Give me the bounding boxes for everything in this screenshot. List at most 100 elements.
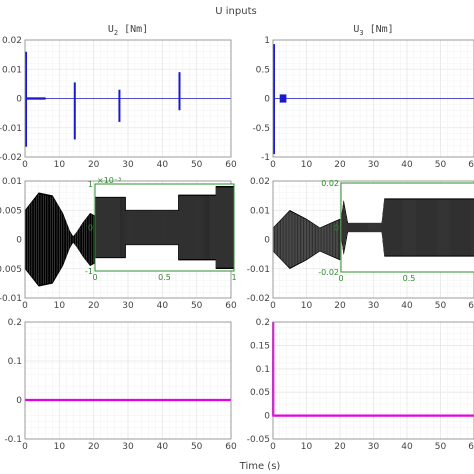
y-tick-label: 0 [264,95,270,105]
figure-title: U inputs [215,6,256,17]
x-tick-label: 30 [368,442,380,452]
x-tick-label: 50 [435,301,447,311]
x-tick-label: 50 [191,442,203,452]
inset-x-tick-label: 0 [92,273,97,282]
panel-title: U2 [Nm] [108,24,148,37]
y-tick-label: 0 [16,95,22,105]
x-tick-label: 0 [22,160,28,170]
inset-y-tick-label: 1 [88,180,93,189]
axes-frame [272,180,474,299]
x-tick-label: 20 [334,301,346,311]
x-tick-label: 10 [301,301,313,311]
x-tick-label: 30 [368,160,380,170]
x-tick-label: 60 [225,160,237,170]
x-tick-label: 40 [157,160,169,170]
x-tick-label: 10 [301,160,313,170]
x-tick-label: 0 [270,442,276,452]
x-tick-label: 40 [401,160,413,170]
panel-row2-right: 01020304050600.020.010-0.01-0.0200.510.0… [247,177,474,311]
signal-texture [273,211,340,268]
x-tick-label: 40 [401,301,413,311]
inset-signal-envelope [340,198,474,257]
y-tick-label: -0.1 [4,435,22,445]
y-tick-label: 0.1 [256,365,270,375]
panel-row3-left: 0 10 20 30 40 50 600.20.10-0.1 [4,318,237,452]
x-tick-label: 30 [368,301,380,311]
y-tick-label: -0.01 [247,265,270,275]
y-tick-label: 0.2 [8,318,22,328]
y-tick-label: 0 [16,396,22,406]
inset-y-tick-label: 0 [334,224,339,233]
x-tick-label: 50 [191,160,203,170]
inset-signal-texture [341,199,474,256]
inset-axes: 00.510.020-0.02 [318,179,474,283]
y-tick-label: 0.1 [8,357,22,367]
y-tick-label: -0.02 [0,153,22,163]
y-tick-label: 0.01 [2,177,22,187]
panel-title: U3 [Nm] [353,24,393,37]
x-tick-label: 20 [88,160,100,170]
x-tick-label: 60 [225,442,237,452]
x-tick-label: 30 [122,301,134,311]
x-axis-label: Time (s) [239,461,281,472]
inset-y-tick-label: 0 [88,224,93,233]
inset-x-tick-label: 1 [231,273,236,282]
y-tick-label: 0 [264,236,270,246]
y-tick-label: -0.01 [0,124,22,134]
inset-x-tick-label: 0 [338,274,343,283]
y-tick-label: 0.01 [250,206,270,216]
inset-x-tick-label: 0.5 [158,273,171,282]
inset-signal-texture [95,187,234,268]
x-tick-label: 20 [334,442,346,452]
y-tick-label: 0 [264,412,270,422]
inset-axes: 0 0.5 110-1×10⁻³ [85,176,237,282]
axes-frame [272,39,474,158]
y-tick-label: 1 [264,36,270,46]
panel-row1-right: 0 10 20 30 40 50 60 1 0.5 0 -0.5 -1 U3 [Nm] [252,24,474,170]
inset-exponent-label: ×10⁻³ [97,176,121,185]
y-tick-label: -0.5 [252,124,270,134]
x-tick-label: 30 [122,160,134,170]
axes-frame [24,39,232,158]
x-tick-label: 20 [88,301,100,311]
y-tick-label: -0.05 [247,435,270,445]
panel-row2-left: 01020304050600.010.0050-0.005-0.0100.511… [0,176,237,311]
y-tick-label: 0 [16,236,22,246]
x-tick-label: 40 [157,442,169,452]
x-tick-label: 0 [22,301,28,311]
inset-y-tick-label: 0.02 [321,179,339,188]
axes-frame [24,321,232,440]
x-tick-label: 10 [301,442,313,452]
x-tick-label: 30 [122,442,134,452]
axes-frame [272,321,474,440]
x-tick-label: 0 [270,160,276,170]
x-tick-label: 50 [435,442,447,452]
x-tick-label: 0 [270,301,276,311]
y-tick-label: -0.01 [0,294,22,304]
inset-frame [94,183,235,272]
signal-oscillation [279,94,287,103]
y-tick-label: -0.02 [247,294,270,304]
x-tick-label: 10 [54,442,66,452]
y-tick-label: 0.005 [0,206,22,216]
y-tick-label: -0.005 [0,265,22,275]
y-tick-label: -1 [261,153,270,163]
x-tick-label: 50 [435,160,447,170]
y-tick-label: 0.15 [250,341,270,351]
panel-row1-left: 0 10 20 30 40 50 60 0.02 0.01 0 -0.01 -0.02 U2 [Nm] [0,24,237,170]
x-tick-label: 10 [54,301,66,311]
inset-frame [340,182,474,273]
y-tick-label: 0.2 [256,318,270,328]
x-tick-label: 10 [54,160,66,170]
y-tick-label: 0.05 [250,388,270,398]
x-tick-label: 20 [334,160,346,170]
y-tick-label: 0.01 [2,65,22,75]
y-tick-label: 0.5 [256,65,270,75]
x-tick-label: 60 [468,442,474,452]
x-tick-label: 60 [468,301,474,311]
x-tick-label: 60 [468,160,474,170]
y-tick-label: 0.02 [250,177,270,187]
y-tick-label: 0.02 [2,36,22,46]
